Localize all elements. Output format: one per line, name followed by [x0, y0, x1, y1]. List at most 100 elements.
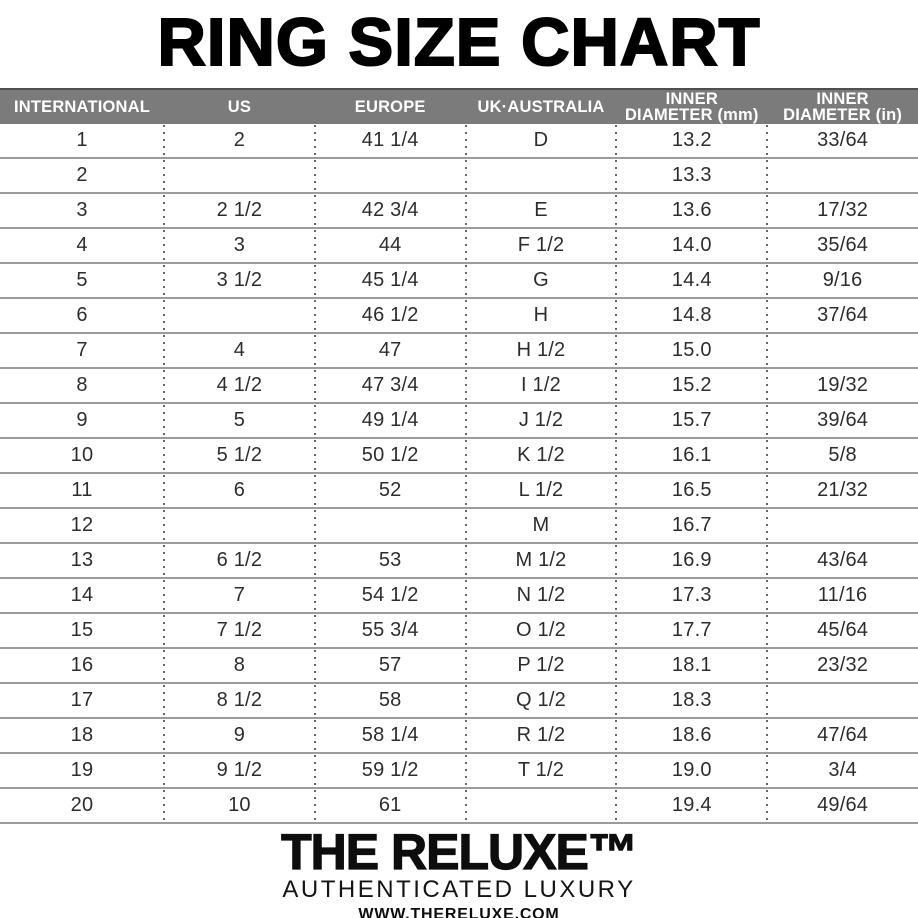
table-cell [163, 509, 315, 543]
table-cell: 45/64 [766, 614, 918, 648]
table-cell: 19/32 [766, 369, 918, 403]
column-header-uk-australia: UK·AUSTRALIA [477, 98, 605, 116]
table-cell: 3/4 [766, 754, 918, 788]
table-cell: T 1/2 [464, 754, 617, 788]
table-body: 1 2 41 1/4 D 13.2 33/64 2 13.3 3 2 1/2 42 3/4 E 13.6… [0, 124, 918, 824]
table-cell: 44 [313, 229, 466, 263]
table-row: 8 4 1/2 47 3/4 I 1/2 15.2 19/32 [0, 369, 918, 404]
table-cell: 21/32 [766, 474, 918, 508]
table-row: 20 10 61 19.4 49/64 [0, 789, 918, 824]
table-cell: 46 1/2 [313, 299, 466, 333]
table-cell: P 1/2 [464, 649, 617, 683]
table-cell: K 1/2 [464, 439, 617, 473]
table-row: 11 6 52 L 1/2 16.5 21/32 [0, 474, 918, 509]
table-cell: 13.2 [615, 124, 767, 158]
table-cell: 58 1/4 [313, 719, 466, 753]
table-cell: 41 1/4 [313, 124, 466, 158]
table-cell: 2 [76, 164, 88, 186]
table-row: 19 9 1/2 59 1/2 T 1/2 19.0 3/4 [0, 754, 918, 789]
table-cell: 19.0 [615, 754, 767, 788]
table-cell: 47/64 [766, 719, 918, 753]
table-cell: D [464, 124, 617, 158]
table-cell: 17.3 [615, 579, 767, 613]
table-cell: J 1/2 [464, 404, 617, 438]
table-row: 7 4 47 H 1/2 15.0 [0, 334, 918, 369]
table-cell: 42 3/4 [313, 194, 466, 228]
table-cell: 14.4 [615, 264, 767, 298]
brand-tagline: AUTHENTICATED LUXURY [282, 876, 636, 903]
table-cell: M 1/2 [464, 544, 617, 578]
table-cell [464, 159, 617, 193]
table-cell: 57 [313, 649, 466, 683]
table-row: 16 8 57 P 1/2 18.1 23/32 [0, 649, 918, 684]
table-cell: 54 1/2 [313, 579, 466, 613]
table-cell: 53 [313, 544, 466, 578]
column-header-us: US [227, 98, 252, 116]
table-cell: 13 [70, 549, 94, 571]
table-cell: 17.7 [615, 614, 767, 648]
table-cell: 6 1/2 [163, 544, 315, 578]
table-cell: F 1/2 [464, 229, 617, 263]
table-cell: 10 [70, 444, 94, 466]
table-cell: 58 [313, 684, 466, 718]
table-cell: 14.0 [615, 229, 767, 263]
table-cell: N 1/2 [464, 579, 617, 613]
table-cell: 7 [163, 579, 315, 613]
table-header-row: INTERNATIONAL US EUROPE UK·AUSTRALIA INN… [0, 88, 918, 124]
table-cell: 5 [76, 269, 88, 291]
table-cell: 6 [163, 474, 315, 508]
table-cell: Q 1/2 [464, 684, 617, 718]
table-cell: 6 [76, 304, 88, 326]
table-cell: E [464, 194, 617, 228]
table-row: 9 5 49 1/4 J 1/2 15.7 39/64 [0, 404, 918, 439]
table-cell: 5 [163, 404, 315, 438]
table-cell: 13.6 [615, 194, 767, 228]
table-cell: 50 1/2 [313, 439, 466, 473]
table-cell: 23/32 [766, 649, 918, 683]
table-cell: 18.1 [615, 649, 767, 683]
table-cell: 15.7 [615, 404, 767, 438]
table-cell: 7 [76, 339, 88, 361]
table-cell: 9 1/2 [163, 754, 315, 788]
table-cell: 43/64 [766, 544, 918, 578]
table-cell: 15 [70, 619, 94, 641]
table-cell: 47 3/4 [313, 369, 466, 403]
table-cell: 14 [70, 584, 94, 606]
table-cell: 10 [163, 789, 315, 823]
table-cell: 8 1/2 [163, 684, 315, 718]
table-cell: 55 3/4 [313, 614, 466, 648]
page-title: RING SIZE CHART [156, 4, 761, 81]
table-cell: 17 [70, 689, 94, 711]
table-cell: 16 [70, 654, 94, 676]
table-cell: 18.3 [615, 684, 767, 718]
table-cell: M [464, 509, 617, 543]
table-cell [766, 159, 918, 193]
table-cell: 3 [76, 199, 88, 221]
table-row: 3 2 1/2 42 3/4 E 13.6 17/32 [0, 194, 918, 229]
table-cell: 61 [313, 789, 466, 823]
table-cell: 18 [70, 724, 94, 746]
table-cell: O 1/2 [464, 614, 617, 648]
table-cell: 19.4 [615, 789, 767, 823]
table-cell: 3 [163, 229, 315, 263]
table-cell: 16.5 [615, 474, 767, 508]
table-cell: 35/64 [766, 229, 918, 263]
table-cell: H [464, 299, 617, 333]
table-cell [163, 299, 315, 333]
table-row: 1 2 41 1/4 D 13.2 33/64 [0, 124, 918, 159]
table-cell: R 1/2 [464, 719, 617, 753]
table-row: 4 3 44 F 1/2 14.0 35/64 [0, 229, 918, 264]
table-row: 17 8 1/2 58 Q 1/2 18.3 [0, 684, 918, 719]
table-row: 2 13.3 [0, 159, 918, 194]
table-cell: H 1/2 [464, 334, 617, 368]
column-header-europe: EUROPE [354, 98, 426, 116]
table-cell: 9 [163, 719, 315, 753]
table-cell [766, 334, 918, 368]
table-cell: 17/32 [766, 194, 918, 228]
table-cell: 49/64 [766, 789, 918, 823]
table-cell: 7 1/2 [163, 614, 315, 648]
column-header-inner-diameter-mm: INNER DIAMETER (mm) [624, 90, 759, 124]
table-row: 5 3 1/2 45 1/4 G 14.4 9/16 [0, 264, 918, 299]
table-cell: 18.6 [615, 719, 767, 753]
